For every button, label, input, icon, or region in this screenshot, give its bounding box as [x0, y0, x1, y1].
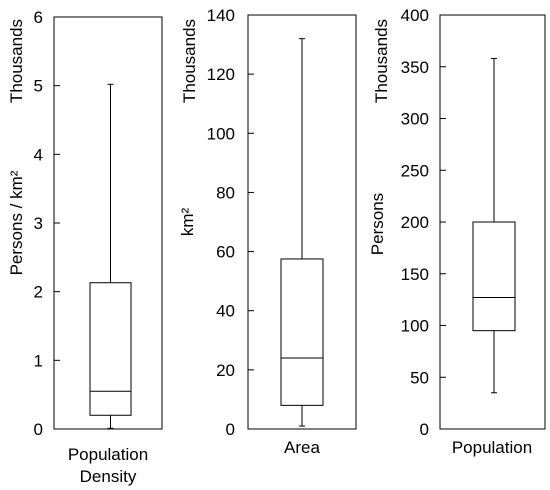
y-tick-label: 100 [207, 124, 235, 143]
y-axis-label: km² [178, 208, 197, 237]
interquartile-box [280, 258, 324, 406]
unit-label: Thousands [180, 19, 199, 103]
y-tick-label: 150 [401, 265, 429, 284]
box-and-whisker [280, 38, 324, 427]
y-tick-label: 50 [410, 368, 429, 387]
box-and-whisker [472, 57, 516, 394]
category-label: Area [284, 438, 320, 457]
y-tick-label: 4 [34, 145, 43, 164]
box-and-whisker [89, 83, 132, 429]
y-tick-label: 400 [401, 6, 429, 25]
y-axis-label: Persons / km² [7, 170, 26, 275]
y-tick-label: 120 [207, 65, 235, 84]
y-tick-label: 1 [34, 351, 43, 370]
y-tick-label: 0 [420, 420, 429, 439]
y-axis-ticks: 0 1 2 3 4 5 6 [34, 8, 60, 439]
unit-label: Thousands [7, 19, 26, 103]
y-tick-label: 60 [216, 243, 235, 262]
y-tick-label: 3 [34, 214, 43, 233]
panel-population-density: Thousands Persons / km² Population Densi… [7, 8, 163, 486]
y-tick-label: 0 [34, 420, 43, 439]
y-tick-label: 6 [34, 8, 43, 27]
y-tick-label: 100 [401, 317, 429, 336]
category-label-line2: Density [80, 467, 137, 486]
y-tick-label: 20 [216, 361, 235, 380]
interquartile-box [89, 282, 132, 416]
y-axis-ticks: 0 50 100 150 200 250 300 350 400 [401, 6, 446, 439]
y-tick-label: 0 [226, 420, 235, 439]
y-tick-label: 200 [401, 213, 429, 232]
unit-label: Thousands [372, 19, 391, 103]
interquartile-box [472, 221, 516, 332]
y-axis-label: Persons [368, 193, 387, 255]
y-tick-label: 80 [216, 183, 235, 202]
panel-population: Thousands Persons Population 0 50 100 150 20… [368, 6, 546, 457]
y-tick-label: 250 [401, 161, 429, 180]
y-axis-ticks: 0 20 40 60 80 100 120 140 [207, 6, 254, 439]
y-tick-label: 350 [401, 58, 429, 77]
y-tick-label: 40 [216, 302, 235, 321]
y-tick-label: 5 [34, 77, 43, 96]
plot-frame [247, 14, 357, 430]
y-tick-label: 140 [207, 6, 235, 25]
y-tick-label: 2 [34, 283, 43, 302]
category-label-line1: Population [68, 445, 148, 464]
category-label: Population [452, 438, 532, 457]
panel-area: Thousands km² Area 0 20 40 60 80 100 120 140 [178, 6, 357, 457]
y-tick-label: 300 [401, 110, 429, 129]
